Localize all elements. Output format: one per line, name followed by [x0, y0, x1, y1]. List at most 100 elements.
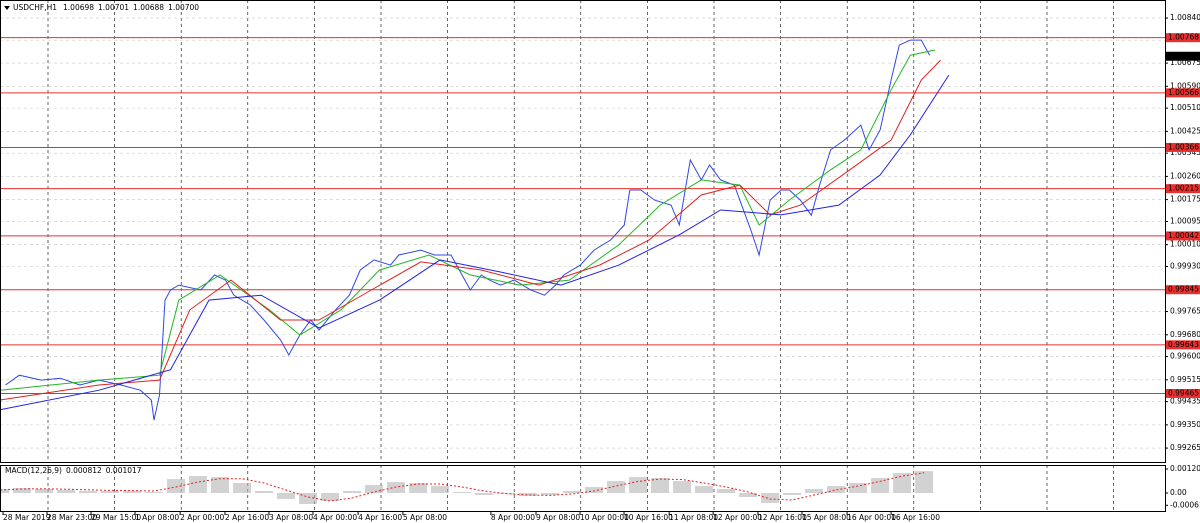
price-level-tag [1166, 88, 1200, 98]
histogram-bar [893, 473, 912, 494]
series-line [0, 59, 941, 401]
macd-name: MACD(12,26,9) [5, 466, 62, 475]
y-tick-label: 1.00425 [1170, 126, 1200, 135]
y-tick-label: -0.000615 [1170, 500, 1200, 509]
series-line [0, 472, 925, 502]
x-tick-label: 2 Apr 00:00 [180, 513, 224, 522]
price-level-label: 1.00768 [1168, 33, 1199, 42]
ohlc-value: 1.00698 [63, 3, 94, 12]
histogram-bar [255, 491, 274, 494]
price-level-label: 1.00215 [1168, 184, 1199, 193]
histogram-bar [783, 493, 802, 495]
histogram-bar [651, 478, 670, 494]
x-tick-label: 12 Apr 16:00 [758, 513, 807, 522]
histogram-bar [431, 486, 450, 494]
histogram-bar [805, 489, 824, 494]
histogram-bar [101, 491, 120, 494]
y-tick-label: 1.00260 [1170, 171, 1200, 180]
x-tick-label: 9 Apr 08:00 [536, 513, 580, 522]
x-tick-label: 5 Apr 08:00 [403, 513, 447, 522]
x-tick-label: 3 Apr 08:00 [269, 513, 313, 522]
histogram-bar [563, 491, 582, 494]
histogram-bar [849, 483, 868, 494]
histogram-bar [673, 481, 692, 494]
x-tick-label: 15 Apr 08:00 [802, 513, 851, 522]
histogram-bar [167, 479, 186, 494]
macd-value: 0.000812 [66, 466, 102, 475]
y-tick-label: 0.001204 [1170, 464, 1200, 473]
x-tick-label: 16 Apr 16:00 [891, 513, 940, 522]
symbol-title: USDCHF,H1 1.00698 1.00701 1.00688 1.00700 [13, 3, 199, 12]
histogram-bar [365, 485, 384, 494]
x-tick-label: 8 Apr 00:00 [491, 513, 535, 522]
y-tick-label: 0.99265 [1170, 443, 1200, 452]
price-level-label: 0.99465 [1168, 388, 1199, 397]
histogram-bar [695, 486, 714, 494]
x-tick-label: 10 Apr 00:00 [580, 513, 629, 522]
macd-title: MACD(12,26,9) 0.000812 0.001017 [5, 466, 142, 475]
histogram-bar [519, 493, 538, 496]
histogram-bar [321, 493, 340, 501]
grid-layer [0, 0, 1165, 512]
price-level-tag [1166, 340, 1200, 350]
histogram-bar [57, 490, 76, 494]
histogram-bar [541, 493, 560, 495]
histogram-bar [299, 493, 318, 504]
current-price-label: 1.00700 [1168, 51, 1199, 60]
x-tick-label: 28 Mar 23:00 [47, 513, 97, 522]
x-tick-label: 10 Apr 16:00 [624, 513, 673, 522]
histogram-bar [717, 489, 736, 494]
histogram-bar [0, 489, 9, 494]
series-line [5, 39, 931, 421]
price-level-label: 1.00366 [1168, 142, 1199, 151]
y-tick-label: 1.00175 [1170, 195, 1200, 204]
x-tick-label: 29 Mar 15:00 [91, 513, 141, 522]
y-tick-label: 1.00675 [1170, 58, 1200, 67]
ohlc-value: 1.00701 [98, 3, 129, 12]
macd-plot-frame [0, 465, 1166, 512]
y-tick-label: 0.99765 [1170, 307, 1200, 316]
price-level-tag [1166, 231, 1200, 241]
histogram-bar [277, 493, 296, 499]
y-tick-label: 0.99435 [1170, 397, 1200, 406]
y-tick-label: 0.99600 [1170, 352, 1200, 361]
histogram-bar [827, 486, 846, 494]
symbol-menu-icon[interactable] [4, 6, 10, 10]
current-price-tag [1166, 51, 1200, 61]
price-level-label: 0.99845 [1168, 285, 1199, 294]
histogram-bar [915, 471, 934, 494]
y-tick-label: 1.00010 [1170, 240, 1200, 249]
series-line [0, 49, 936, 391]
y-tick-label: 1.00840 [1170, 13, 1200, 22]
ohlc-value: 1.00688 [133, 3, 164, 12]
price-level-label: 1.00042 [1168, 231, 1199, 240]
x-tick-label: 1 Apr 08:00 [135, 513, 179, 522]
x-tick-label: 4 Apr 00:00 [313, 513, 357, 522]
histogram-bar [761, 493, 780, 503]
y-tick-label: 0.99515 [1170, 375, 1200, 384]
histogram-bar [871, 478, 890, 494]
histogram-bar [585, 487, 604, 494]
y-tick-label: 0.00 [1170, 488, 1187, 497]
y-tick-label: 1.00345 [1170, 148, 1200, 157]
histogram-bar [123, 490, 142, 494]
histogram-bar [79, 491, 98, 494]
histogram-bar [629, 477, 648, 494]
histogram-bar [343, 491, 362, 494]
series-line [0, 74, 950, 411]
x-tick-label: 4 Apr 16:00 [358, 513, 402, 522]
histogram-bar [145, 492, 164, 494]
histogram-bar [453, 492, 472, 494]
histogram-bar [409, 483, 428, 494]
histogram-bar [13, 488, 32, 494]
histogram-bar [189, 476, 208, 494]
price-level-label: 1.00566 [1168, 88, 1199, 97]
macd-signal-value: 0.001017 [106, 466, 142, 475]
x-tick-label: 2 Apr 16:00 [225, 513, 269, 522]
symbol: USDCHF,H1 [13, 3, 57, 12]
price-level-tag [1166, 184, 1200, 194]
main-plot-frame [0, 0, 1166, 463]
price-level-tag [1166, 388, 1200, 398]
y-tick-label: 1.00095 [1170, 216, 1200, 225]
